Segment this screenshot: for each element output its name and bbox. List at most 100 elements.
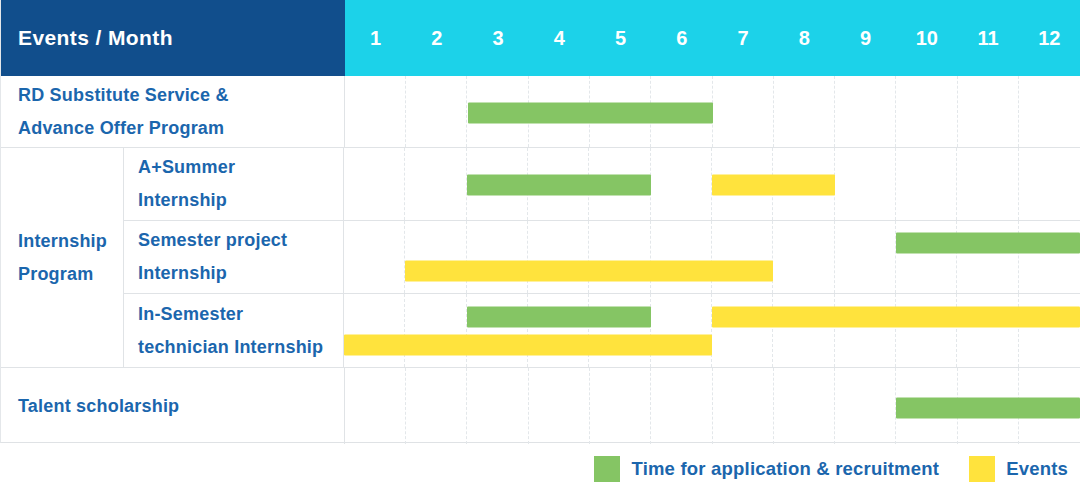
row-label-line: Internship (138, 184, 343, 217)
month-gridline (956, 148, 957, 220)
row-label-line: Advance Offer Program (18, 112, 344, 145)
month-gridline (711, 221, 712, 293)
application-period-bar (468, 102, 713, 123)
month-gridline (895, 294, 896, 367)
month-label-12: 12 (1019, 0, 1080, 76)
row-chart-area (344, 148, 1080, 220)
application-period-bar (896, 397, 1080, 418)
table-header-row: Events / Month 123456789101112 (1, 0, 1080, 76)
month-label-8: 8 (774, 0, 835, 76)
month-header-strip: 123456789101112 (345, 0, 1080, 76)
month-gridline (773, 368, 774, 444)
group-subrows: A+SummerInternshipSemester projectIntern… (124, 148, 1080, 367)
month-gridline (834, 76, 835, 147)
row-chart-area (344, 294, 1080, 367)
month-gridline (589, 368, 590, 444)
row-label-semester-project-internship: Semester projectInternship (124, 221, 344, 293)
month-gridline (528, 368, 529, 444)
month-label-3: 3 (468, 0, 529, 76)
row-label-talent-scholarship: Talent scholarship (1, 368, 345, 444)
month-label-6: 6 (651, 0, 712, 76)
schedule-row-rd-substitute-advance-offer: RD Substitute Service &Advance Offer Pro… (1, 76, 1080, 148)
application-period-bar (467, 306, 651, 327)
month-gridline (956, 221, 957, 293)
legend-item-yellow: Events (969, 456, 1068, 482)
row-label-line: technician Internship (138, 331, 343, 364)
month-gridline (1018, 221, 1019, 293)
schedule-row-in-semester-technician-internship: In-Semestertechnician Internship (124, 294, 1080, 367)
month-gridline (650, 221, 651, 293)
events-month-header-cell: Events / Month (1, 0, 345, 76)
schedule-row-semester-project-internship: Semester projectInternship (124, 221, 1080, 294)
row-label-in-semester-technician-internship: In-Semestertechnician Internship (124, 294, 344, 367)
month-gridline (527, 221, 528, 293)
schedule-row-talent-scholarship: Talent scholarship (1, 368, 1080, 444)
row-label-line: Semester project (138, 224, 343, 257)
month-label-1: 1 (345, 0, 406, 76)
events-month-label: Events / Month (18, 26, 173, 50)
event-period-bar (712, 175, 835, 196)
group-block-internship-program: InternshipProgramA+SummerInternshipSemes… (1, 148, 1080, 368)
month-gridline (588, 294, 589, 367)
month-gridline (1018, 148, 1019, 220)
group-label-internship-program: InternshipProgram (1, 148, 124, 367)
month-label-2: 2 (406, 0, 467, 76)
month-gridline (834, 368, 835, 444)
row-label-line: RD Substitute Service & (18, 79, 344, 112)
month-gridline (895, 76, 896, 147)
legend-item-green: Time for application & recruitment (594, 456, 939, 482)
month-label-11: 11 (958, 0, 1019, 76)
month-gridline (712, 368, 713, 444)
application-period-bar (896, 233, 1080, 254)
month-label-9: 9 (835, 0, 896, 76)
legend-label: Time for application & recruitment (631, 458, 939, 480)
month-gridline (1018, 76, 1019, 147)
row-label-line: In-Semester (138, 298, 343, 331)
group-label-line: Program (18, 258, 123, 291)
month-label-4: 4 (529, 0, 590, 76)
month-gridline (466, 294, 467, 367)
month-gridline (957, 76, 958, 147)
application-color-swatch (594, 456, 620, 482)
row-label-line: Internship (138, 257, 343, 290)
month-gridline (834, 221, 835, 293)
month-gridline (404, 294, 405, 367)
events-color-swatch (969, 456, 995, 482)
month-gridline (895, 221, 896, 293)
month-gridline (405, 368, 406, 444)
month-gridline (466, 221, 467, 293)
month-gridline (650, 294, 651, 367)
month-gridline (895, 148, 896, 220)
month-label-7: 7 (713, 0, 774, 76)
event-period-bar (344, 335, 712, 356)
schedule-table: Events / Month 123456789101112 RD Substi… (0, 0, 1080, 443)
table-body: RD Substitute Service &Advance Offer Pro… (1, 76, 1080, 444)
row-chart-area (345, 76, 1080, 147)
month-gridline (956, 294, 957, 367)
application-period-bar (467, 175, 651, 196)
month-label-5: 5 (590, 0, 651, 76)
row-label-line: Talent scholarship (18, 390, 344, 423)
row-chart-area (345, 368, 1080, 444)
month-label-10: 10 (896, 0, 957, 76)
month-gridline (773, 76, 774, 147)
row-label-a-plus-summer-internship: A+SummerInternship (124, 148, 344, 220)
month-gridline (588, 221, 589, 293)
month-gridline (650, 368, 651, 444)
month-gridline (466, 368, 467, 444)
legend: Time for application & recruitment Events (594, 443, 1068, 494)
event-period-bar (712, 306, 1080, 327)
row-chart-area (344, 221, 1080, 293)
row-label-rd-substitute-advance-offer: RD Substitute Service &Advance Offer Pro… (1, 76, 345, 147)
row-label-line: A+Summer (138, 151, 343, 184)
legend-label: Events (1006, 458, 1068, 480)
month-gridline (1018, 294, 1019, 367)
recruitment-schedule-chart: Events / Month 123456789101112 RD Substi… (0, 0, 1080, 494)
group-label-line: Internship (18, 225, 123, 258)
month-gridline (404, 221, 405, 293)
month-gridline (772, 221, 773, 293)
event-period-bar (405, 261, 773, 282)
month-gridline (834, 294, 835, 367)
month-gridline (772, 294, 773, 367)
schedule-row-a-plus-summer-internship: A+SummerInternship (124, 148, 1080, 221)
